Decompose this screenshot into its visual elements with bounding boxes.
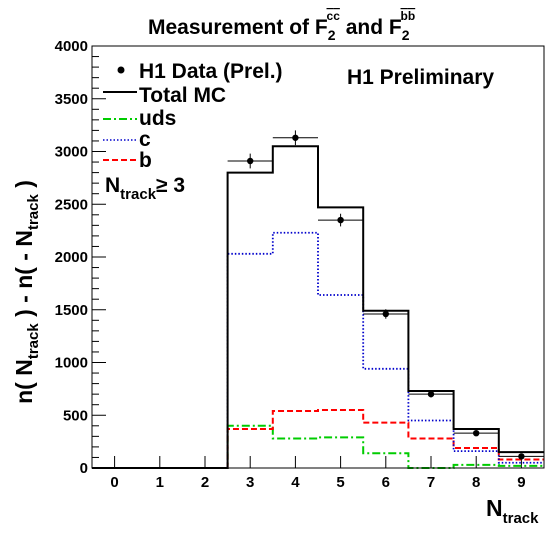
data-point bbox=[518, 453, 525, 460]
x-tick-label: 9 bbox=[517, 474, 525, 491]
x-tick-label: 0 bbox=[110, 474, 118, 491]
x-tick-label: 7 bbox=[427, 474, 435, 491]
plot-frame bbox=[91, 45, 545, 469]
y-tick-label: 1000 bbox=[55, 355, 88, 372]
x-tick-label: 6 bbox=[382, 474, 390, 491]
legend-data-marker bbox=[117, 66, 125, 74]
data-point bbox=[473, 429, 480, 437]
x-tick-label: 8 bbox=[472, 474, 480, 491]
y-tick-label: 3500 bbox=[55, 91, 88, 108]
data-point bbox=[337, 216, 344, 224]
y-tick-label: 1500 bbox=[55, 302, 88, 319]
legend: H1 Data (Prel.) Total MC uds c b bbox=[103, 60, 283, 172]
legend-label-total-mc: Total MC bbox=[139, 84, 226, 107]
chart-title: Measurement of F2cc and F2bb bbox=[148, 9, 415, 43]
y-tick-label: 2000 bbox=[55, 249, 88, 266]
x-axis-label: Ntrack bbox=[486, 495, 539, 527]
legend-label-data: H1 Data (Prel.) bbox=[139, 60, 283, 83]
data-point bbox=[382, 310, 389, 318]
data-point bbox=[427, 390, 435, 398]
y-tick-label: 500 bbox=[63, 407, 88, 424]
x-tick-label: 3 bbox=[246, 474, 254, 491]
axes: 0 500 1000 1500 2000 2500 3000 3500 4000 0 1 2 3 4 5 6 7… bbox=[55, 38, 526, 491]
h1-preliminary-annotation: H1 Preliminary bbox=[347, 66, 494, 89]
x-tick-label: 1 bbox=[156, 474, 164, 491]
x-tick-label: 4 bbox=[291, 474, 300, 491]
data-point bbox=[292, 134, 299, 141]
legend-label-uds: uds bbox=[139, 107, 176, 130]
y-axis-label: n( Ntrack ) - n( - Ntrack ) bbox=[11, 180, 42, 404]
legend-label-c: c bbox=[139, 128, 151, 151]
y-tick-label: 0 bbox=[80, 460, 88, 477]
x-tick-label: 2 bbox=[201, 474, 209, 491]
y-tick-label: 4000 bbox=[55, 38, 88, 55]
series-c-line bbox=[92, 231, 544, 469]
y-tick-label: 2500 bbox=[55, 196, 88, 213]
data-point bbox=[247, 157, 254, 165]
cut-label: Ntrack≥ 3 bbox=[105, 174, 185, 203]
legend-label-b: b bbox=[139, 149, 152, 172]
y-tick-label: 3000 bbox=[55, 144, 88, 161]
x-tick-label: 5 bbox=[336, 474, 344, 491]
